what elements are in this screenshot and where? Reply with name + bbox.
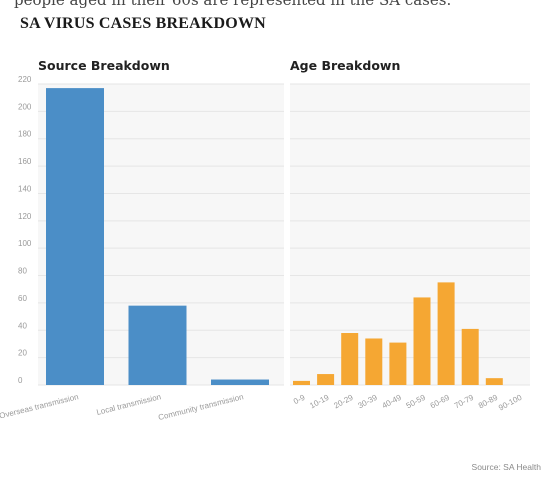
age-bar — [317, 374, 335, 385]
y-tick-label: 40 — [18, 321, 27, 330]
source-bar — [46, 88, 104, 385]
y-tick-label: 140 — [18, 184, 32, 193]
age-x-tick-label: 50-59 — [405, 393, 428, 411]
age-x-tick-label: 20-29 — [332, 393, 355, 411]
source-x-tick-label: Overseas transmission — [0, 392, 79, 420]
y-tick-label: 180 — [18, 130, 32, 139]
y-tick-label: 160 — [18, 157, 32, 166]
y-tick-label: 220 — [18, 75, 32, 84]
source-chart-title: Source Breakdown — [38, 58, 170, 73]
source-x-tick-label: Local transmission — [96, 392, 162, 417]
age-bar — [485, 378, 503, 385]
source-x-tick-label: Community transmission — [157, 392, 244, 422]
age-bar — [413, 297, 431, 385]
y-tick-label: 200 — [18, 102, 32, 111]
y-tick-label: 20 — [18, 349, 27, 358]
y-tick-label: 0 — [18, 376, 23, 385]
age-x-tick-label: 80-89 — [477, 393, 500, 411]
age-bar — [365, 338, 383, 385]
age-x-tick-label: 30-39 — [356, 393, 379, 411]
y-tick-label: 120 — [18, 212, 32, 221]
y-tick-label: 60 — [18, 294, 27, 303]
age-x-tick-label: 10-19 — [308, 393, 331, 411]
age-bar — [461, 328, 479, 385]
y-tick-label: 100 — [18, 239, 32, 248]
age-x-tick-label: 60-69 — [429, 393, 452, 411]
age-x-tick-label: 90-100 — [497, 393, 524, 413]
age-bar — [389, 342, 407, 385]
y-tick-label: 80 — [18, 267, 27, 276]
age-x-tick-label: 70-79 — [453, 393, 476, 411]
source-note: Source: SA Health — [471, 462, 541, 472]
source-bar — [211, 379, 269, 385]
age-bar — [437, 282, 455, 385]
age-bar — [293, 380, 310, 385]
headline: SA VIRUS CASES BREAKDOWN — [20, 15, 266, 32]
age-chart-title: Age Breakdown — [290, 58, 401, 73]
age-x-tick-label: 40-49 — [381, 393, 404, 411]
source-bar — [128, 305, 187, 385]
article-text-fragment: people aged in their 60s are represented… — [14, 0, 451, 8]
age-bar — [341, 333, 359, 385]
age-x-tick-label: 0-9 — [292, 393, 307, 407]
clipped-article-text: people aged in their 60s are represented… — [0, 0, 554, 8]
age-plot-area — [290, 84, 530, 385]
